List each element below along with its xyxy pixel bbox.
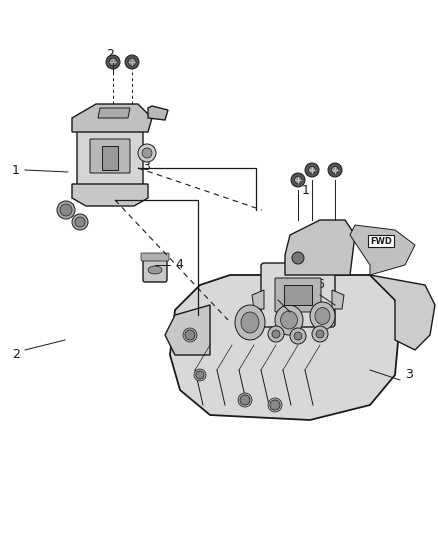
Ellipse shape <box>235 305 265 340</box>
Polygon shape <box>170 275 400 420</box>
Circle shape <box>183 328 197 342</box>
Polygon shape <box>252 290 264 309</box>
Text: 4: 4 <box>175 259 183 271</box>
Text: FWD: FWD <box>370 237 392 246</box>
Text: 2: 2 <box>106 49 114 61</box>
Polygon shape <box>165 305 210 355</box>
Polygon shape <box>72 104 152 132</box>
Circle shape <box>128 58 136 66</box>
Circle shape <box>268 326 284 342</box>
FancyBboxPatch shape <box>284 285 312 305</box>
Text: 6: 6 <box>316 279 324 292</box>
Circle shape <box>291 173 305 187</box>
Polygon shape <box>98 108 130 118</box>
Circle shape <box>268 398 282 412</box>
Polygon shape <box>332 290 344 309</box>
Circle shape <box>272 330 280 338</box>
Circle shape <box>72 214 88 230</box>
Circle shape <box>196 371 204 379</box>
FancyBboxPatch shape <box>143 256 167 282</box>
Circle shape <box>332 166 339 174</box>
Text: 5: 5 <box>276 286 284 298</box>
Text: 1: 1 <box>12 164 20 176</box>
Ellipse shape <box>310 302 335 330</box>
Circle shape <box>138 144 156 162</box>
FancyBboxPatch shape <box>141 253 169 261</box>
FancyBboxPatch shape <box>90 139 130 173</box>
Circle shape <box>185 330 195 340</box>
Circle shape <box>106 55 120 69</box>
Polygon shape <box>72 184 148 206</box>
Polygon shape <box>350 225 415 275</box>
Circle shape <box>294 176 301 183</box>
Circle shape <box>109 58 117 66</box>
Ellipse shape <box>315 308 330 325</box>
Ellipse shape <box>281 311 297 329</box>
Circle shape <box>125 55 139 69</box>
Ellipse shape <box>275 305 303 335</box>
Ellipse shape <box>148 266 162 274</box>
Text: 2: 2 <box>12 349 20 361</box>
Circle shape <box>308 166 315 174</box>
Polygon shape <box>285 220 355 275</box>
FancyBboxPatch shape <box>102 146 118 170</box>
Circle shape <box>328 163 342 177</box>
Circle shape <box>238 393 252 407</box>
Ellipse shape <box>241 312 259 333</box>
Circle shape <box>290 328 306 344</box>
FancyBboxPatch shape <box>275 278 321 312</box>
Text: 1: 1 <box>302 183 310 197</box>
Circle shape <box>270 400 280 410</box>
Circle shape <box>316 330 324 338</box>
Circle shape <box>60 204 72 216</box>
Circle shape <box>240 395 250 405</box>
Text: 3: 3 <box>142 160 150 174</box>
FancyBboxPatch shape <box>261 263 335 327</box>
Circle shape <box>57 201 75 219</box>
Circle shape <box>142 148 152 158</box>
Circle shape <box>305 163 319 177</box>
Text: 3: 3 <box>405 368 413 382</box>
Circle shape <box>194 369 206 381</box>
Circle shape <box>312 326 328 342</box>
Polygon shape <box>370 275 435 350</box>
Polygon shape <box>148 106 168 120</box>
FancyBboxPatch shape <box>77 130 143 186</box>
Circle shape <box>292 252 304 264</box>
Circle shape <box>294 332 302 340</box>
Circle shape <box>75 217 85 227</box>
